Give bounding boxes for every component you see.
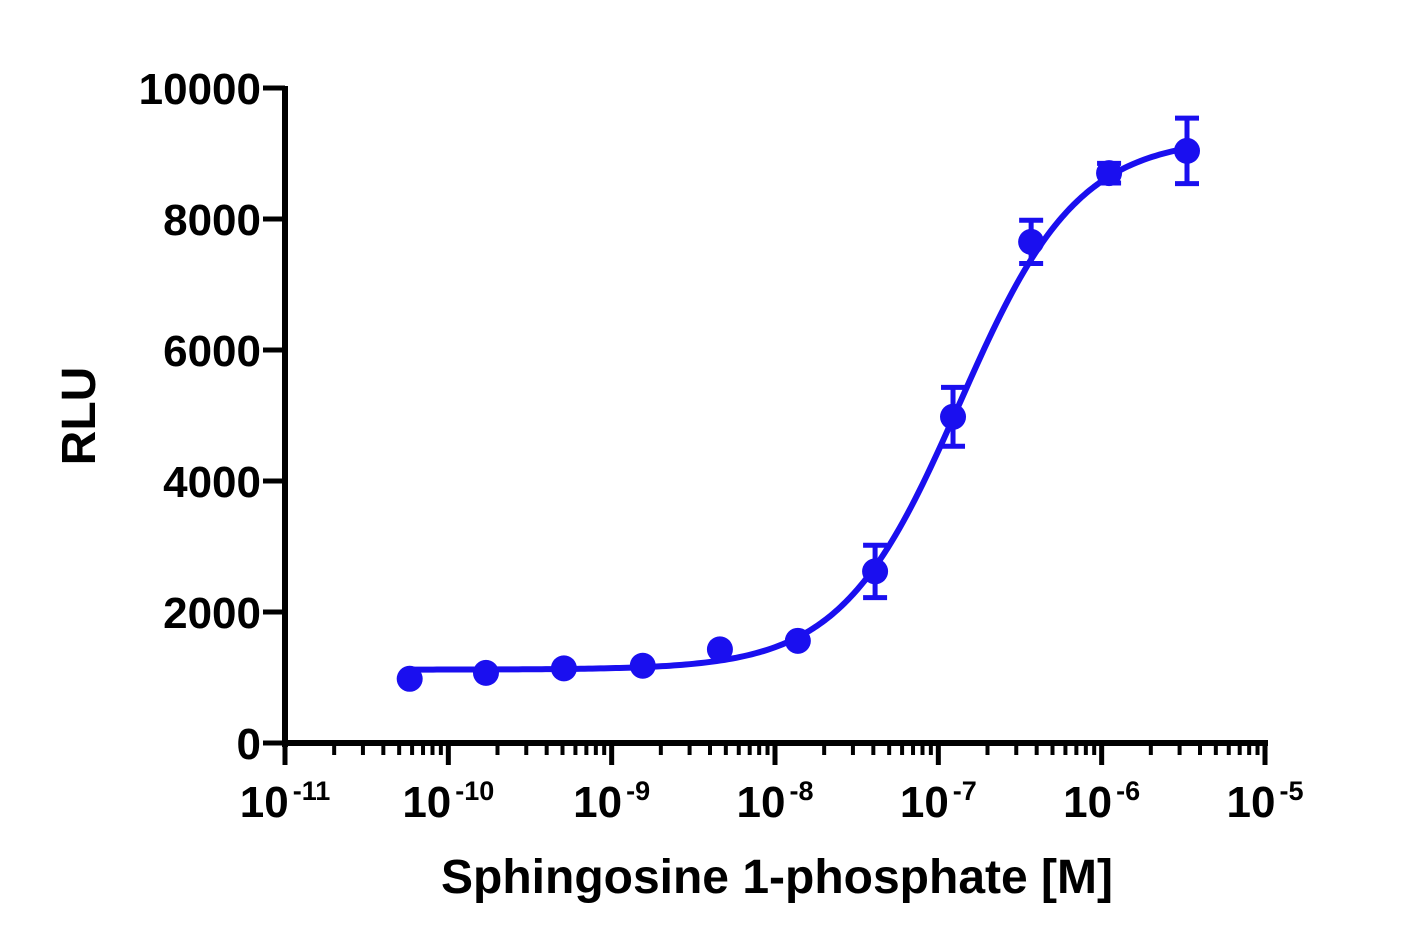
data-point <box>550 655 577 682</box>
data-point <box>706 636 733 663</box>
y-tick-label: 8000 <box>163 196 261 245</box>
y-axis-title: RLU <box>53 367 106 466</box>
x-tick-label: 10 -5 <box>1227 776 1304 827</box>
x-tick-label: 10 -10 <box>402 776 494 827</box>
data-point <box>784 627 811 654</box>
x-axis-title: Sphingosine 1-phosphate [M] <box>441 851 1113 904</box>
x-tick-label: 10 -8 <box>737 776 814 827</box>
x-tick-label: 10 -11 <box>240 776 331 827</box>
y-tick-label: 0 <box>237 720 261 769</box>
data-point <box>940 403 967 430</box>
x-tick-label: 10 -7 <box>900 776 977 827</box>
y-tick-label: 2000 <box>163 589 261 638</box>
axes: 0 2000 4000 6000 8000 10000 10 -11 10 -10 10 -9 10 -8… <box>139 65 1304 827</box>
y-tick-label: 6000 <box>163 327 261 376</box>
data-points-layer <box>396 115 1200 692</box>
fit-curve-layer <box>406 145 1190 673</box>
data-point <box>396 665 423 692</box>
y-tick-label: 4000 <box>163 458 261 507</box>
data-point <box>1018 228 1045 255</box>
data-point <box>1096 160 1123 187</box>
data-point <box>862 558 889 585</box>
data-point <box>472 659 499 686</box>
y-tick-label: 10000 <box>139 65 261 114</box>
data-point <box>1173 137 1200 164</box>
x-tick-label: 10 -9 <box>573 776 650 827</box>
data-point <box>629 652 656 679</box>
fit-curve <box>406 145 1190 673</box>
x-tick-label: 10 -6 <box>1063 776 1140 827</box>
